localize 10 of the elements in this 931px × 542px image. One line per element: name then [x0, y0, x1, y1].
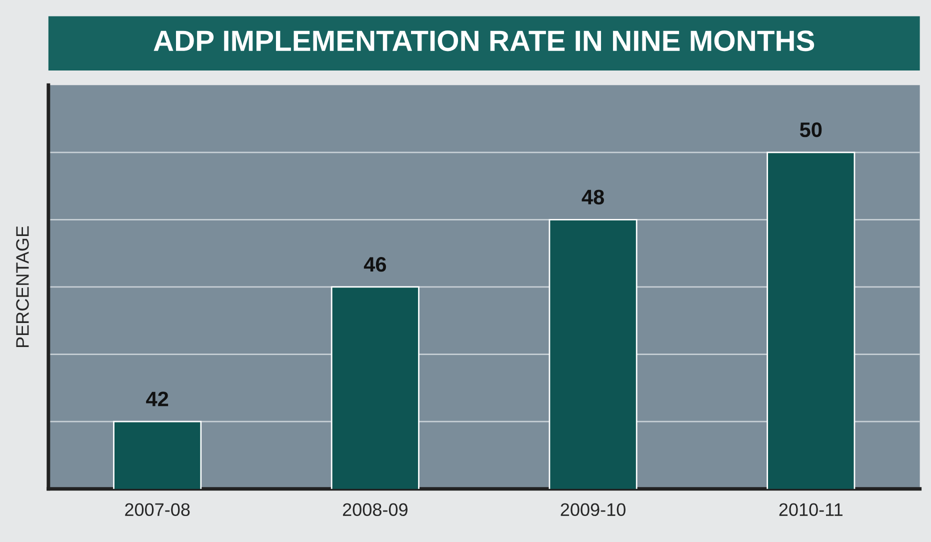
x-tick-label: 2008-09 [342, 503, 408, 516]
data-label: 42 [146, 392, 168, 406]
chart-title: ADP IMPLEMENTATION RATE IN NINE MONTHS [154, 30, 814, 52]
data-label: 46 [364, 257, 386, 272]
x-tick-label: 2009-10 [560, 503, 626, 516]
y-axis-title: PERCENTAGE [16, 226, 29, 348]
x-tick-label: 2010-11 [779, 503, 842, 516]
x-tick-label: 2007-08 [125, 503, 190, 516]
data-label: 50 [800, 122, 822, 138]
data-label: 48 [582, 190, 604, 204]
